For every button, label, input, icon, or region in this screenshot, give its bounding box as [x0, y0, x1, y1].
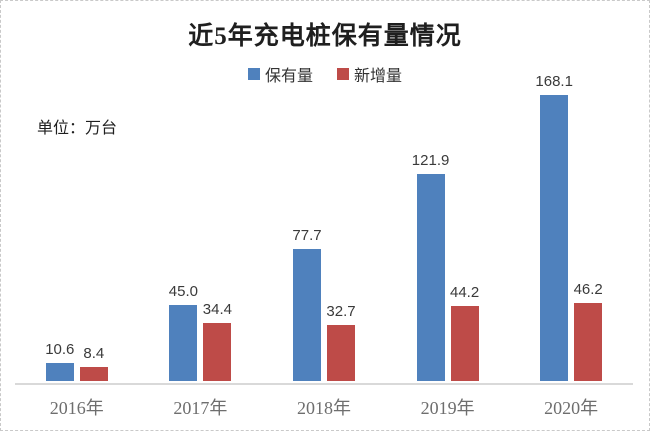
bar-holdings-2019: 121.9 [412, 152, 449, 381]
bar-value-label: 8.4 [83, 344, 105, 362]
bar-holdings-2017: 45.0 [169, 283, 198, 381]
bar-group-2016: 10.6 8.4 [15, 341, 139, 381]
x-axis-category-row: 2016年 2017年 2018年 2019年 2020年 [15, 394, 633, 420]
legend-label-additions: 新增量 [354, 68, 403, 85]
x-axis-label-2016: 2016年 [49, 398, 104, 418]
bar-group-2018: 77.7 32.7 [262, 227, 386, 381]
bar-holdings-2018: 77.7 [292, 227, 322, 381]
bar-additions-2018: 32.7 [326, 303, 356, 381]
x-axis-label-2018: 2018年 [296, 398, 351, 418]
bar-value-label: 10.6 [45, 341, 75, 358]
legend-marker-additions-icon [337, 68, 349, 80]
bar-value-label: 45.0 [168, 282, 198, 300]
bar-value-label: 46.2 [573, 280, 603, 298]
x-axis-label-2020: 2020年 [544, 398, 599, 418]
bar-holdings-2016: 10.6 [45, 341, 74, 381]
bar-value-label: 44.2 [449, 283, 480, 301]
bar-value-label: 168.1 [535, 73, 573, 91]
bar-additions-2016: 8.4 [79, 345, 108, 381]
bar-holdings-2020: 168.1 [535, 73, 573, 381]
chart-title: 近5年充电桩保有量情况 [188, 23, 462, 50]
legend-item-additions: 新增量 [337, 62, 402, 86]
plot-area: 10.6 8.4 45.0 34.4 77.7 32.7 121.9 44.2 168.1 46.… [15, 73, 633, 381]
legend-marker-holdings-icon [247, 68, 260, 80]
bar-value-label: 77.7 [292, 226, 322, 244]
legend: 保有量 新增量 [1, 62, 649, 86]
bar-additions-2017: 34.4 [203, 301, 232, 381]
x-axis-label-2019: 2019年 [420, 398, 475, 418]
bar-value-label: 121.9 [411, 151, 450, 169]
legend-item-holdings: 保有量 [247, 62, 313, 86]
bar-additions-2019: 44.2 [450, 284, 479, 381]
bar-group-2017: 45.0 34.4 [139, 283, 263, 381]
legend-label-holdings: 保有量 [264, 68, 313, 85]
bar-value-label: 34.4 [202, 300, 232, 318]
x-axis-label-2017: 2017年 [173, 398, 228, 418]
bar-group-2020: 168.1 46.2 [509, 73, 633, 381]
unit-label: 单位：万台 [37, 120, 118, 137]
bar-group-2019: 121.9 44.2 [386, 152, 510, 381]
x-axis-line [15, 383, 633, 385]
bar-value-label: 32.7 [326, 303, 356, 321]
bar-additions-2020: 46.2 [574, 281, 603, 381]
